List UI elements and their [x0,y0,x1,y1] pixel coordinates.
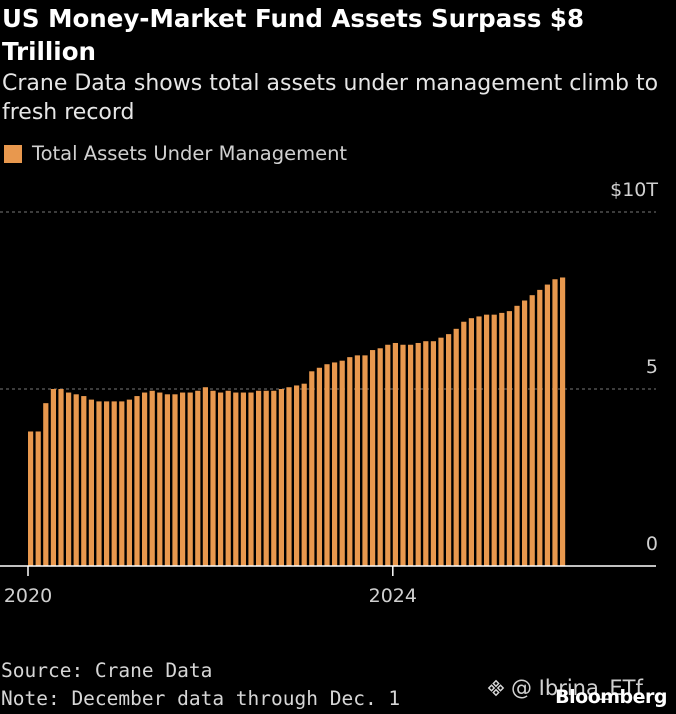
bar [233,392,239,566]
bar [202,387,208,566]
bar [301,383,307,566]
bar [347,357,353,566]
bar [50,389,56,566]
bar [316,367,322,566]
chart-title: US Money-Market Fund Assets Surpass $8 T… [2,4,585,66]
bar [544,284,550,566]
binance-logo-icon [487,679,505,697]
bar [88,399,94,566]
bar [134,396,140,566]
bar [66,392,72,566]
bar [218,392,224,566]
y-tick-label: $10T [610,179,658,201]
bar [278,389,284,566]
bar [560,277,566,566]
chart-subtitle: Crane Data shows total assets under mana… [2,71,659,125]
y-tick-label: 0 [646,533,658,555]
bar [142,392,148,566]
bar [552,279,558,566]
bar [309,371,315,566]
bar [256,390,262,566]
bar [461,321,467,566]
bar [111,401,117,566]
bar [43,403,49,566]
bar [73,394,79,566]
watermark-text: @ Ibrina_ETf [511,676,643,700]
bar [446,334,452,566]
bar [180,392,186,566]
bar [392,342,398,566]
bar [362,355,368,566]
brand-logo: Bloomberg [555,686,667,708]
bar [58,389,64,566]
source-note: Source: Crane Data [1,659,213,682]
bar [506,311,512,566]
legend: Total Assets Under Management [4,142,347,165]
bar [468,318,474,566]
bar [195,390,201,566]
bar [415,342,421,566]
watermark: @ Ibrina_ETf [487,676,643,700]
bar [522,300,528,566]
bar [484,314,490,566]
bar [164,394,170,566]
bar [339,360,345,566]
bar [172,394,178,566]
bar [514,305,520,566]
bar [248,392,254,566]
bar [408,344,414,566]
bar [35,431,41,566]
bar [476,316,482,566]
bar [438,337,444,566]
bar [370,350,376,566]
bar [126,399,132,566]
bar [499,312,505,566]
bar [400,344,406,566]
x-tick-label: 2024 [369,585,417,607]
x-tick-label: 2020 [4,585,52,607]
bar [157,392,163,566]
bar [430,341,436,566]
bar [225,390,231,566]
bar [377,348,383,566]
bar [286,387,292,566]
bar [149,390,155,566]
bar [324,364,330,566]
bar [423,341,429,566]
bar [210,390,216,566]
bar [537,289,543,566]
data-note: Note: December data through Dec. 1 [1,687,401,710]
bar [119,401,125,566]
bar [529,295,535,566]
legend-label: Total Assets Under Management [32,142,348,165]
bar [453,328,459,566]
bar [491,314,497,566]
bar [294,385,300,566]
bar [332,362,338,566]
bar [28,431,34,566]
bar [385,344,391,566]
bar [240,392,246,566]
bar [271,390,277,566]
bar [354,355,360,566]
bar [104,401,110,566]
bar [81,396,87,566]
bar [96,401,102,566]
y-tick-label: 5 [646,356,658,378]
bar [263,390,269,566]
bar [187,392,193,566]
legend-swatch [4,144,22,163]
